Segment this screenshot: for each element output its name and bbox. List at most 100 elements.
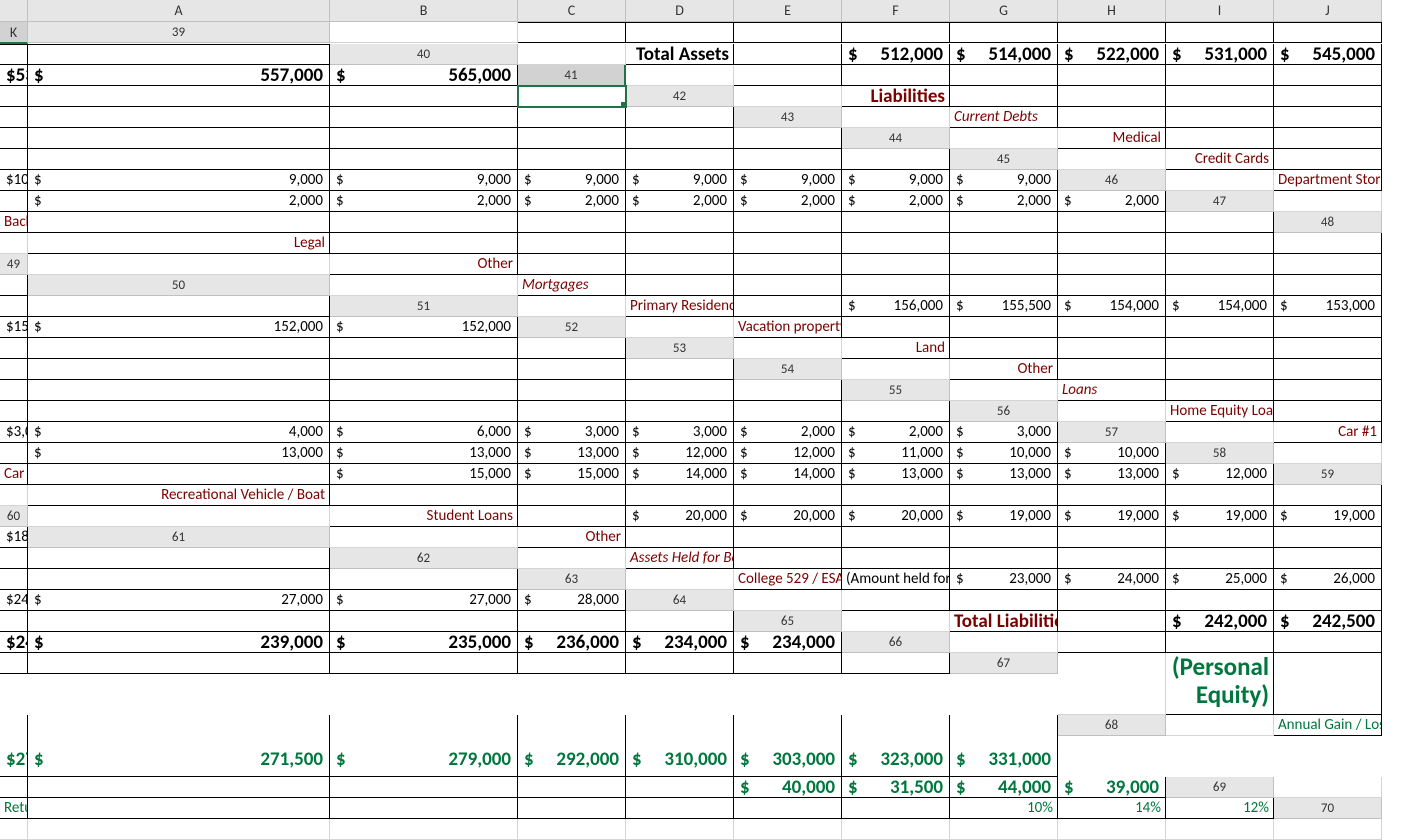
cell-A47[interactable] (1274, 191, 1382, 212)
cell-G53[interactable] (0, 359, 28, 380)
cell-E58[interactable]: $15,000 (518, 464, 626, 485)
row-header-59[interactable]: 59 (1274, 464, 1382, 485)
cell-A41[interactable] (626, 65, 734, 86)
cell-I53[interactable] (330, 359, 518, 380)
cell-J40[interactable]: $ 557,000 (28, 65, 330, 86)
cell-K39[interactable] (28, 44, 330, 65)
cell-E48[interactable] (626, 233, 734, 254)
cell-C46[interactable] (0, 191, 28, 212)
cell-B62[interactable]: Assets Held for Benefit of Others (626, 548, 734, 569)
cell-I54[interactable] (518, 380, 626, 401)
row-header-68[interactable]: 68 (1058, 715, 1166, 736)
cell-I39[interactable] (1274, 22, 1382, 43)
cell-J65[interactable]: $ 234,000 (626, 632, 734, 653)
cell-B46[interactable]: Department Store Cards (1274, 170, 1382, 191)
cell-D68[interactable] (28, 777, 330, 798)
cell-J53[interactable] (518, 359, 626, 380)
cell-E45[interactable]: $9,000 (28, 170, 330, 191)
cell-K67[interactable]: $ 331,000 (950, 715, 1058, 777)
cell-G42[interactable] (0, 107, 28, 128)
cell-C62[interactable] (734, 548, 842, 569)
cell-A53[interactable] (734, 338, 842, 359)
cell-H59[interactable] (950, 485, 1058, 506)
cell-D41[interactable] (950, 65, 1058, 86)
cell-J48[interactable] (1166, 233, 1274, 254)
row-header-49[interactable]: 49 (0, 254, 28, 275)
cell-G45[interactable]: $9,000 (518, 170, 626, 191)
cell-F42[interactable] (1274, 86, 1382, 107)
cell-G43[interactable] (28, 128, 330, 149)
cell-C51[interactable] (734, 296, 842, 317)
cell-F56[interactable]: $6,000 (330, 422, 518, 443)
cell-E41[interactable] (1058, 65, 1166, 86)
cell-I69[interactable]: 10% (950, 798, 1058, 819)
cell-C69[interactable] (28, 798, 330, 819)
cell-F65[interactable]: $ 243,000 (0, 632, 28, 653)
cell-E54[interactable] (1274, 359, 1382, 380)
cell-B41[interactable] (734, 65, 842, 86)
cell-D64[interactable] (1058, 590, 1166, 611)
cell-G59[interactable] (842, 485, 950, 506)
cell-D49[interactable] (626, 254, 734, 275)
cell-D53[interactable] (1058, 338, 1166, 359)
cell-H47[interactable] (842, 212, 950, 233)
cell-A65[interactable] (842, 611, 950, 632)
cell-D42[interactable] (1058, 86, 1166, 107)
cell-F51[interactable]: $154,000 (1058, 296, 1166, 317)
cell-E39[interactable] (842, 22, 950, 43)
cell-A64[interactable] (734, 590, 842, 611)
cell-F49[interactable] (842, 254, 950, 275)
cell-G41[interactable] (1274, 65, 1382, 86)
cell-D54[interactable] (1166, 359, 1274, 380)
cell-H50[interactable] (1166, 275, 1274, 296)
cell-J68[interactable]: $ 44,000 (950, 777, 1058, 798)
cell-F54[interactable] (0, 380, 28, 401)
cell-B49[interactable]: Other (330, 254, 518, 275)
cell-B66[interactable] (1058, 632, 1166, 653)
row-header-58[interactable]: 58 (1166, 443, 1274, 464)
cell-K40[interactable]: $ 565,000 (330, 65, 518, 86)
cell-D47[interactable] (330, 212, 518, 233)
row-header-40[interactable]: 40 (330, 44, 518, 65)
cell-F58[interactable]: $14,000 (626, 464, 734, 485)
cell-D63[interactable]: $23,000 (950, 569, 1058, 590)
cell-H66[interactable] (518, 653, 626, 674)
cell-E65[interactable]: $ 242,500 (1274, 611, 1382, 632)
cell-D66[interactable] (1274, 632, 1382, 653)
cell-D55[interactable] (1274, 380, 1382, 401)
cell-A55[interactable] (950, 380, 1058, 401)
cell-B54[interactable]: Other (950, 359, 1058, 380)
cell-A42[interactable] (734, 86, 842, 107)
cell-D46[interactable]: $2,000 (28, 191, 330, 212)
cell-I56[interactable]: $2,000 (734, 422, 842, 443)
cell-J59[interactable] (1166, 485, 1274, 506)
cell-A57[interactable] (1166, 422, 1274, 443)
cell-F41[interactable] (1166, 65, 1274, 86)
cell-F69[interactable] (626, 798, 734, 819)
cell-G55[interactable] (330, 401, 518, 422)
cell-K59[interactable] (1274, 485, 1382, 506)
cell-C65[interactable] (1058, 611, 1166, 632)
cell-C64[interactable] (950, 590, 1058, 611)
cell-A67[interactable] (1058, 653, 1166, 715)
cell-E70[interactable] (626, 819, 734, 840)
cell-F44[interactable] (28, 149, 330, 170)
cell-I61[interactable] (1274, 527, 1382, 548)
cell-A56[interactable] (1058, 401, 1166, 422)
cell-B59[interactable]: Recreational Vehicle / Boat (28, 485, 330, 506)
cell-J46[interactable]: $2,000 (950, 191, 1058, 212)
cell-C59[interactable] (330, 485, 518, 506)
cell-C43[interactable] (1058, 107, 1166, 128)
cell-H56[interactable]: $3,000 (626, 422, 734, 443)
cell-J64[interactable] (518, 611, 626, 632)
cell-J60[interactable]: $19,000 (1274, 506, 1382, 527)
cell-G60[interactable]: $19,000 (950, 506, 1058, 527)
cell-A69[interactable] (1274, 777, 1382, 798)
cell-K54[interactable] (734, 380, 842, 401)
cell-H41[interactable] (0, 86, 28, 107)
cell-G50[interactable] (1058, 275, 1166, 296)
cell-D56[interactable]: $3,000 (0, 422, 28, 443)
cell-C47[interactable] (28, 212, 330, 233)
cell-F53[interactable] (1274, 338, 1382, 359)
cell-G69[interactable] (734, 798, 842, 819)
